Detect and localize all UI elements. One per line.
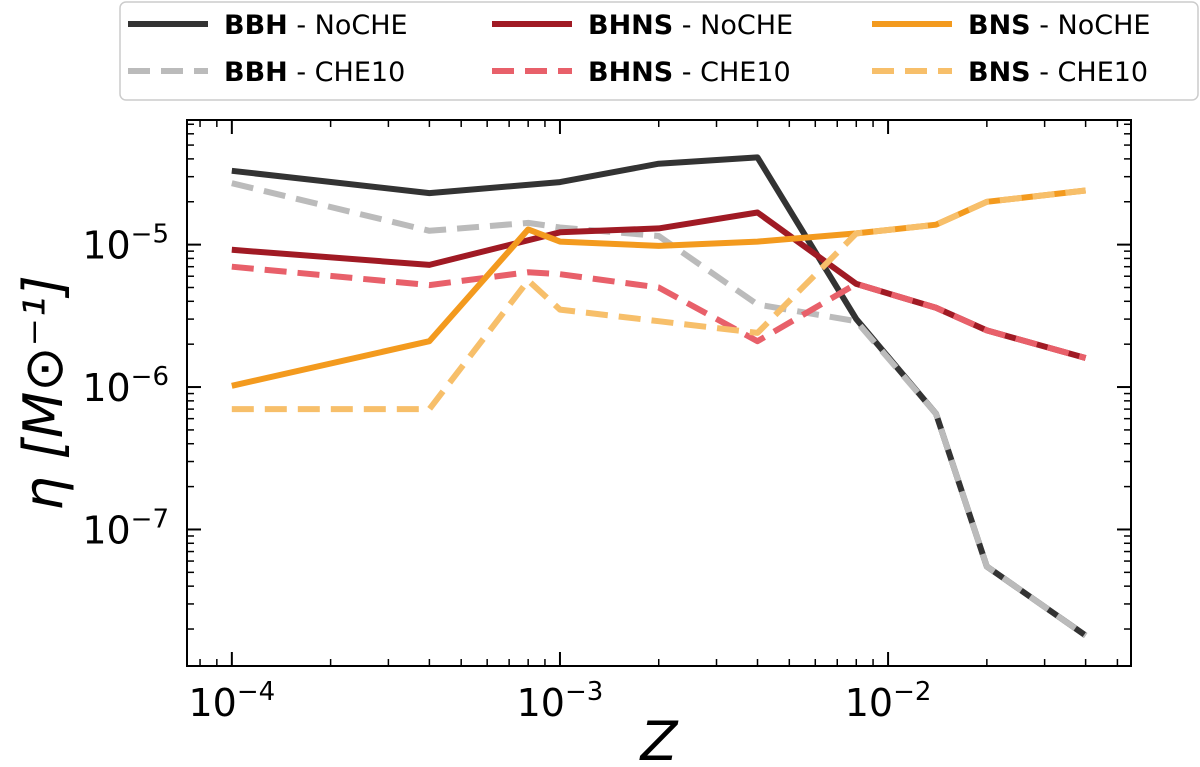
plot-lines bbox=[231, 154, 1088, 638]
series-line-4 bbox=[231, 187, 1086, 389]
y-tick-label-0: 10−7 bbox=[82, 504, 169, 552]
legend-label-3: BHNS - CHE10 bbox=[588, 57, 791, 88]
series-line-0 bbox=[231, 154, 1088, 638]
y-axis-label: η [M⊙⁻¹] bbox=[12, 275, 75, 511]
x-tick-label-2: 10−2 bbox=[845, 677, 932, 725]
legend-label-1: BBH - CHE10 bbox=[224, 57, 405, 88]
series-line-5 bbox=[231, 187, 1086, 413]
series-line-3 bbox=[231, 263, 1087, 361]
x-axis-label: Z bbox=[639, 710, 679, 767]
legend-label-0: BBH - NoCHE bbox=[224, 10, 408, 41]
y-tick-label-1: 10−6 bbox=[82, 362, 169, 410]
legend: BBH - NoCHE BBH - CHE10 BHNS - NoCHE BHNS -… bbox=[119, 1, 1199, 101]
x-tick-label-1: 10−3 bbox=[517, 677, 604, 725]
tick-labels: 10−4 10−3 10−2 10−7 10−6 10−5 bbox=[82, 220, 931, 725]
legend-label-4: BNS - NoCHE bbox=[968, 10, 1150, 41]
y-tick-label-2: 10−5 bbox=[82, 220, 169, 268]
series-line-1 bbox=[231, 180, 1088, 638]
axis-ticks bbox=[187, 120, 1131, 666]
legend-label-2: BHNS - NoCHE bbox=[588, 10, 793, 41]
legend-label-5: BNS - CHE10 bbox=[968, 57, 1148, 88]
x-tick-label-0: 10−4 bbox=[189, 677, 276, 725]
